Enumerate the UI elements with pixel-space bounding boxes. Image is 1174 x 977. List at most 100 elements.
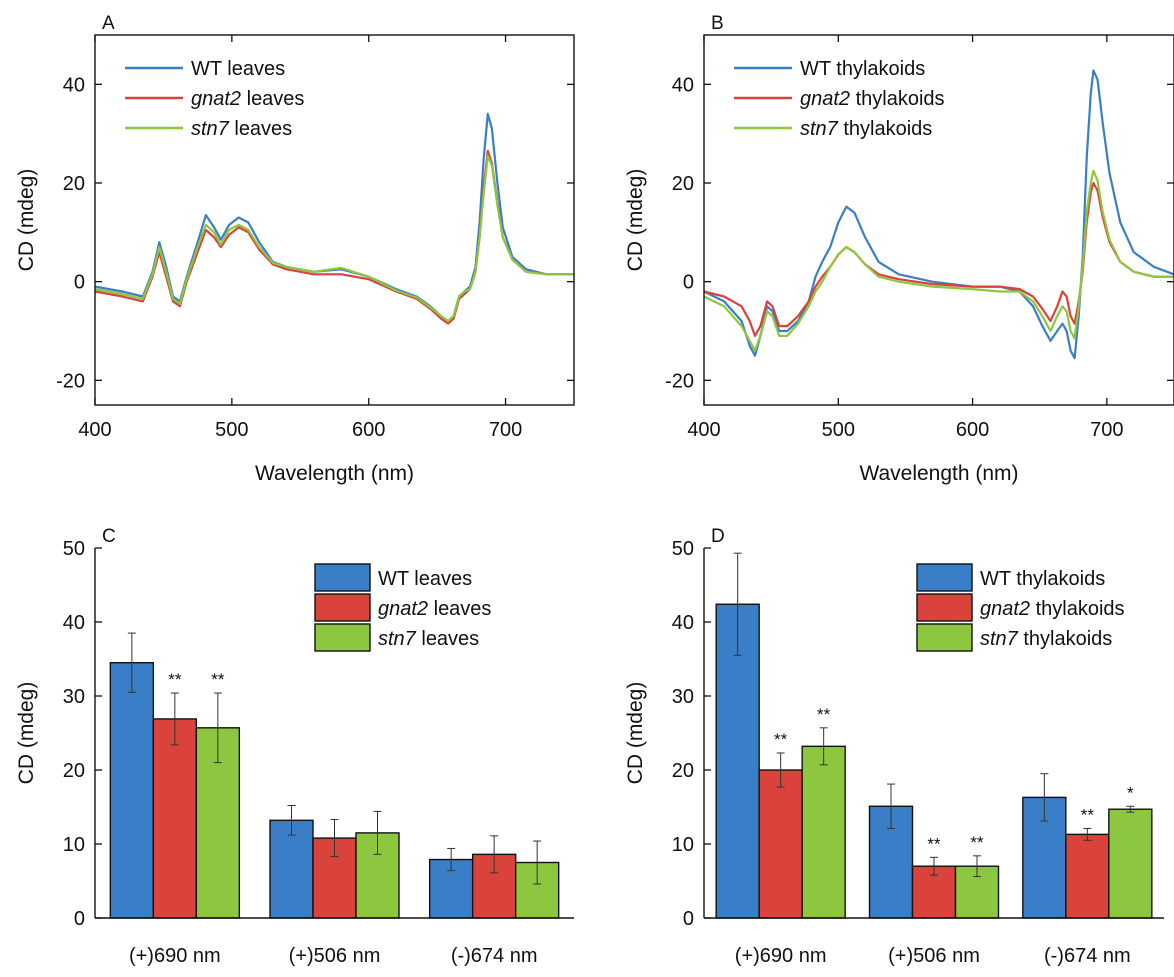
legend-entry: stn7 leaves <box>378 628 479 650</box>
significance-mark: ** <box>774 730 788 749</box>
legend-strain: WT <box>378 568 409 590</box>
series-line-wt <box>95 112 574 323</box>
y-tick-label: 20 <box>63 173 85 195</box>
significance-mark: ** <box>817 705 831 724</box>
y-tick-label: 40 <box>672 74 694 96</box>
panel-label: A <box>102 13 115 34</box>
x-category-label: (+)506 nm <box>289 945 381 967</box>
legend-swatch <box>916 563 973 592</box>
x-tick-label: 400 <box>78 419 111 441</box>
bar-gnat2 <box>758 769 803 919</box>
series-line-stn7 <box>95 154 574 323</box>
panel-c: 0 10 20 30 40 50 CD (mdeg) C (+)690 nm (+)506 nm (… <box>15 526 574 967</box>
significance-mark: ** <box>168 670 182 689</box>
legend-entry: gnat2 thylakoids <box>980 598 1125 620</box>
panel-a: -20 0 20 40 CD (mdeg) A 400 500 600 700 Wavelength… <box>15 13 575 485</box>
significance-mark: ** <box>927 834 941 853</box>
legend-swatch <box>314 623 371 652</box>
y-tick-label: -20 <box>56 370 85 392</box>
bar-stn7 <box>1108 808 1153 919</box>
y-axis-label: CD (mdeg) <box>15 682 38 785</box>
legend-entry: WT leaves <box>378 568 472 590</box>
x-tick-label: 500 <box>822 419 855 441</box>
bar-gnat2 <box>1065 833 1110 919</box>
series-line-gnat2 <box>95 149 574 325</box>
significance-mark: ** <box>211 670 225 689</box>
legend-strain: gnat2 <box>800 88 850 110</box>
y-tick-label: -20 <box>665 370 694 392</box>
x-category-label: (+)506 nm <box>888 945 980 967</box>
legend-suffix: leaves <box>428 598 491 620</box>
legend-entry: stn7 thylakoids <box>800 118 932 140</box>
legend-entry: stn7 leaves <box>191 118 292 140</box>
plot-frame <box>703 34 1174 406</box>
legend-entry: gnat2 leaves <box>191 88 304 110</box>
y-tick-label: 10 <box>63 834 85 856</box>
y-tick-label: 20 <box>672 173 694 195</box>
x-tick-label: 500 <box>215 419 248 441</box>
panel-label: C <box>102 526 116 547</box>
legend-suffix: leaves <box>409 568 472 590</box>
bar-wt <box>715 603 760 919</box>
y-axis-label: CD (mdeg) <box>624 682 647 785</box>
legend-suffix: thylakoids <box>850 88 945 110</box>
y-tick-label: 20 <box>672 760 694 782</box>
panel-label: D <box>711 526 725 547</box>
legend-strain: stn7 <box>800 118 839 140</box>
legend-swatch <box>314 593 371 622</box>
x-axis-label: Wavelength (nm) <box>255 462 414 485</box>
y-tick-label: 40 <box>672 612 694 634</box>
y-tick-label: 40 <box>63 74 85 96</box>
legend-suffix: thylakoids <box>831 58 926 80</box>
panel-d: 0 10 20 30 40 50 CD (mdeg) D (+)690 nm (+)506 nm (… <box>624 526 1164 967</box>
legend-strain: WT <box>980 568 1011 590</box>
y-tick-label: 50 <box>63 538 85 560</box>
x-tick-label: 600 <box>352 419 385 441</box>
legend-entry: WT leaves <box>191 58 285 80</box>
y-tick-label: 0 <box>683 908 694 930</box>
y-axis-label: CD (mdeg) <box>624 169 647 272</box>
bar-wt <box>269 819 314 919</box>
bar-gnat2 <box>152 718 198 919</box>
y-tick-label: 0 <box>74 908 85 930</box>
y-tick-label: 10 <box>672 834 694 856</box>
significance-mark: ** <box>1081 805 1095 824</box>
legend-strain: stn7 <box>191 118 230 140</box>
y-tick-label: 0 <box>74 272 85 294</box>
legend-swatch <box>916 623 973 652</box>
y-tick-label: 30 <box>672 686 694 708</box>
legend-strain: WT <box>191 58 222 80</box>
x-category-label: (-)674 nm <box>1044 945 1131 967</box>
legend-suffix: thylakoids <box>1018 628 1113 650</box>
bar-stn7 <box>801 745 846 919</box>
legend-suffix: leaves <box>416 628 479 650</box>
legend-entry: WT thylakoids <box>800 58 925 80</box>
y-axis-label: CD (mdeg) <box>15 169 38 272</box>
legend-entry: gnat2 thylakoids <box>800 88 945 110</box>
legend-entry: gnat2 leaves <box>378 598 491 620</box>
legend-strain: gnat2 <box>980 598 1030 620</box>
x-category-label: (-)674 nm <box>451 945 538 967</box>
legend-strain: WT <box>800 58 831 80</box>
y-tick-label: 50 <box>672 538 694 560</box>
panel-b: -20 0 20 40 CD (mdeg) B 400 500 600 700 Wavelength… <box>624 13 1174 485</box>
x-category-label: (+)690 nm <box>129 945 221 967</box>
x-tick-label: 700 <box>489 419 522 441</box>
y-tick-label: 0 <box>683 272 694 294</box>
y-tick-label: 30 <box>63 686 85 708</box>
legend-suffix: thylakoids <box>1030 598 1125 620</box>
legend-suffix: leaves <box>229 118 292 140</box>
series-line-gnat2 <box>704 181 1174 337</box>
x-axis-label: Wavelength (nm) <box>859 462 1018 485</box>
legend-suffix: leaves <box>222 58 285 80</box>
legend-suffix: leaves <box>241 88 304 110</box>
legend-suffix: thylakoids <box>1011 568 1106 590</box>
x-tick-label: 700 <box>1090 419 1123 441</box>
legend-swatch <box>916 593 973 622</box>
legend-entry: WT thylakoids <box>980 568 1105 590</box>
significance-mark: ** <box>970 833 984 852</box>
x-category-label: (+)690 nm <box>735 945 827 967</box>
significance-mark: * <box>1127 783 1134 802</box>
legend-swatch <box>314 563 371 592</box>
